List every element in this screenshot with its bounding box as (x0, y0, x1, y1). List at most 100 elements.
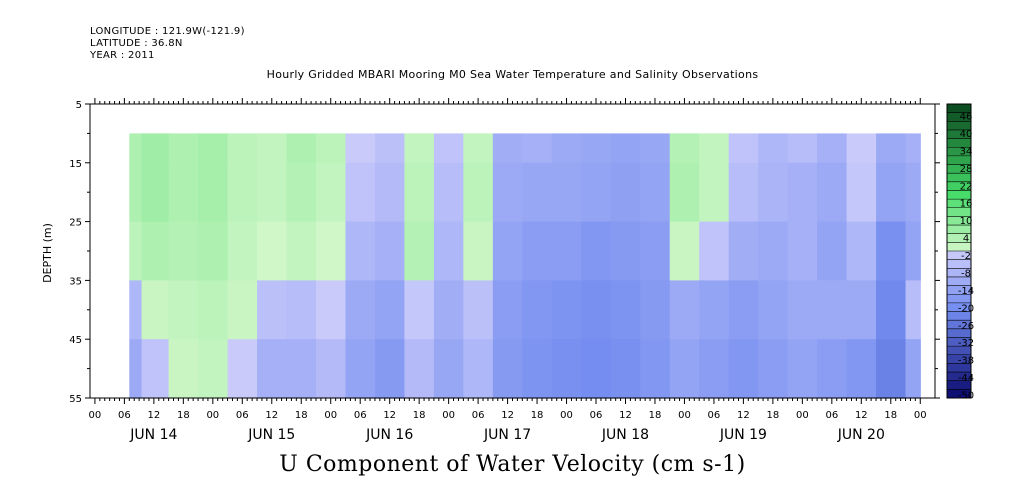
heatmap-cell (640, 133, 671, 164)
heatmap-cell (758, 133, 789, 164)
colorbar-band (947, 320, 971, 330)
heatmap-cell (168, 162, 199, 223)
heatmap-cell (257, 221, 288, 281)
x-tick-label: 18 (177, 410, 190, 421)
colorbar-band (947, 138, 971, 148)
colorbar-band (947, 268, 971, 278)
colorbar-band (947, 285, 971, 295)
heatmap-cell (227, 339, 258, 399)
heatmap-cell (404, 133, 435, 164)
heatmap-cell (728, 221, 759, 281)
heatmap-cell (610, 339, 641, 399)
colorbar-label: -44 (958, 373, 974, 384)
colorbar-band (947, 199, 971, 209)
heatmap-cell (129, 339, 143, 399)
colorbar-label: -14 (958, 286, 974, 297)
year-label: YEAR : 2011 (90, 50, 155, 61)
x-tick-label: 06 (472, 410, 485, 421)
heatmap-cell (728, 162, 759, 223)
heatmap-cell (876, 339, 907, 399)
heatmap-cell (129, 133, 143, 164)
heatmap-cell (286, 221, 317, 281)
colorbar-band (947, 121, 971, 131)
heatmap-cell (141, 339, 170, 399)
colorbar-band (947, 354, 971, 364)
heatmap-cell (433, 221, 464, 281)
heatmap-cell (374, 280, 406, 340)
longitude-label: LONGITUDE : 121.9W(-121.9) (90, 26, 245, 37)
x-day-label: JUN 16 (365, 427, 413, 443)
colorbar-band (947, 276, 971, 287)
x-tick-label: 06 (354, 410, 367, 421)
heatmap-cell (374, 133, 406, 164)
heatmap-cell (669, 221, 700, 281)
colorbar-label: 34 (960, 146, 973, 157)
colorbar-label: -38 (958, 356, 974, 367)
chart-title: Hourly Gridded MBARI Mooring M0 Sea Wate… (266, 68, 759, 81)
heatmap-cell (846, 339, 877, 399)
heatmap-cell (699, 162, 730, 223)
colorbar-band (947, 259, 971, 269)
x-day-label: JUN 20 (837, 427, 885, 443)
colorbar-band (947, 181, 971, 191)
heatmap-cell (787, 339, 818, 399)
heatmap-cell (699, 280, 730, 340)
x-tick-label: 00 (442, 410, 455, 421)
heatmap-cell (551, 162, 582, 223)
heatmap-cell (758, 339, 789, 399)
heatmap-cell (404, 280, 435, 340)
colorbar-band (947, 380, 971, 390)
heatmap-cell (905, 133, 921, 164)
heatmap-cell (728, 339, 759, 399)
colorbar-band (947, 389, 971, 399)
heatmap-cell (728, 133, 759, 164)
heatmap-cell (492, 339, 523, 399)
heatmap-cell (905, 339, 921, 399)
x-tick-label: 18 (767, 410, 780, 421)
x-tick-label: 18 (413, 410, 426, 421)
chart-caption: U Component of Water Velocity (cm s-1) (279, 452, 746, 477)
heatmap-cell (699, 133, 730, 164)
heatmap-cell (492, 133, 523, 164)
heatmap-cell (492, 162, 523, 223)
colorbar-band (947, 328, 971, 338)
heatmap-cell (257, 339, 288, 399)
x-tick-label: 06 (825, 410, 838, 421)
heatmap-cell (581, 162, 612, 223)
heatmap-cell (286, 280, 317, 340)
colorbar-label: 28 (960, 164, 973, 175)
heatmap-cell (141, 133, 170, 164)
colorbar-band (947, 155, 971, 166)
heatmap-cell (227, 133, 258, 164)
heatmap-cell (492, 221, 523, 281)
heatmap-cell (257, 162, 288, 223)
heatmap-cell (168, 133, 199, 164)
colorbar-band (947, 233, 971, 243)
heatmap-cell (846, 162, 877, 223)
colorbar-band (947, 216, 971, 226)
heatmap-cell (129, 280, 143, 340)
colorbar-band (947, 147, 971, 157)
heatmap-cell (374, 339, 406, 399)
heatmap-cell (315, 162, 347, 223)
x-tick-label: 06 (236, 410, 249, 421)
colorbar-band (947, 346, 971, 356)
y-tick-label: 55 (69, 394, 82, 405)
x-tick-label: 12 (265, 410, 278, 421)
heatmap-cell (640, 162, 671, 223)
x-tick-label: 18 (884, 410, 897, 421)
x-tick-label: 00 (796, 410, 809, 421)
heatmap-cell (522, 162, 553, 223)
heatmap-cell (463, 133, 494, 164)
heatmap-cell (345, 162, 376, 223)
heatmap-cell (905, 280, 921, 340)
heatmap-cell (817, 339, 848, 399)
x-day-label: JUN 18 (601, 427, 649, 443)
heatmap-cell (758, 162, 789, 223)
x-tick-label: 12 (147, 410, 160, 421)
heatmap-cell (728, 280, 759, 340)
colorbar-label: -32 (958, 338, 974, 349)
colorbar-label: -2 (961, 251, 971, 262)
heatmap-cell (286, 133, 317, 164)
colorbar-band (947, 302, 971, 313)
